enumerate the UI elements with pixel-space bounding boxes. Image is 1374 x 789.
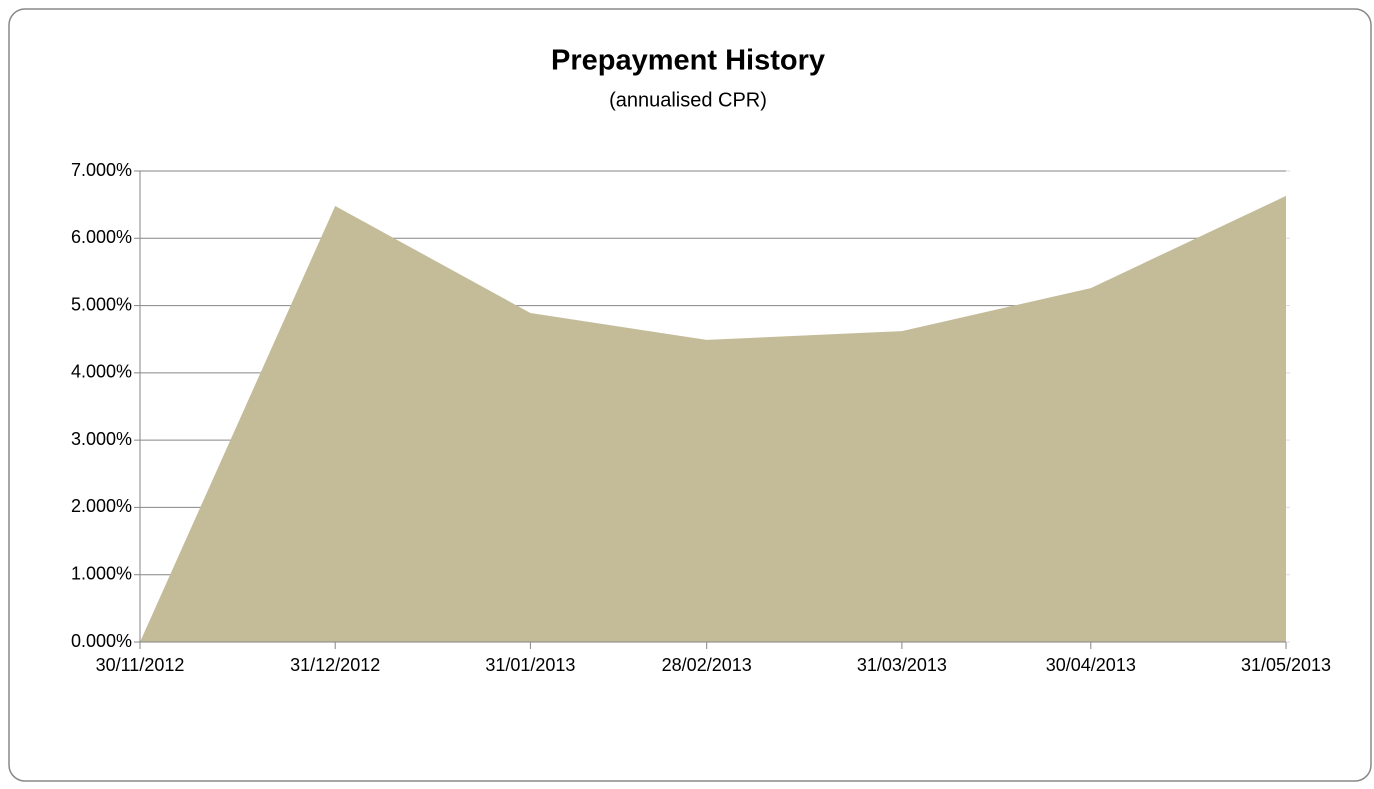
y-tick-label: 3.000% [71, 429, 132, 449]
area [140, 195, 1286, 642]
y-tick-label: 4.000% [71, 362, 132, 382]
y-tick-label: 6.000% [71, 227, 132, 247]
y-tick-label: 5.000% [71, 294, 132, 314]
x-tick-label: 28/02/2013 [662, 655, 752, 675]
y-tick-label: 0.000% [71, 631, 132, 651]
y-tick-label: 7.000% [71, 160, 132, 180]
x-tick-label: 30/04/2013 [1046, 655, 1136, 675]
chart-title: Prepayment History [551, 45, 825, 77]
x-tick-label: 31/12/2012 [290, 655, 380, 675]
y-tick-label: 2.000% [71, 496, 132, 516]
chart-subtitle: (annualised CPR) [609, 89, 767, 111]
y-tick-label: 1.000% [71, 563, 132, 583]
x-tick-label: 31/03/2013 [857, 655, 947, 675]
x-tick-label: 31/05/2013 [1241, 655, 1331, 675]
x-tick-label: 31/01/2013 [485, 655, 575, 675]
x-tick-label: 30/11/2012 [96, 655, 185, 675]
